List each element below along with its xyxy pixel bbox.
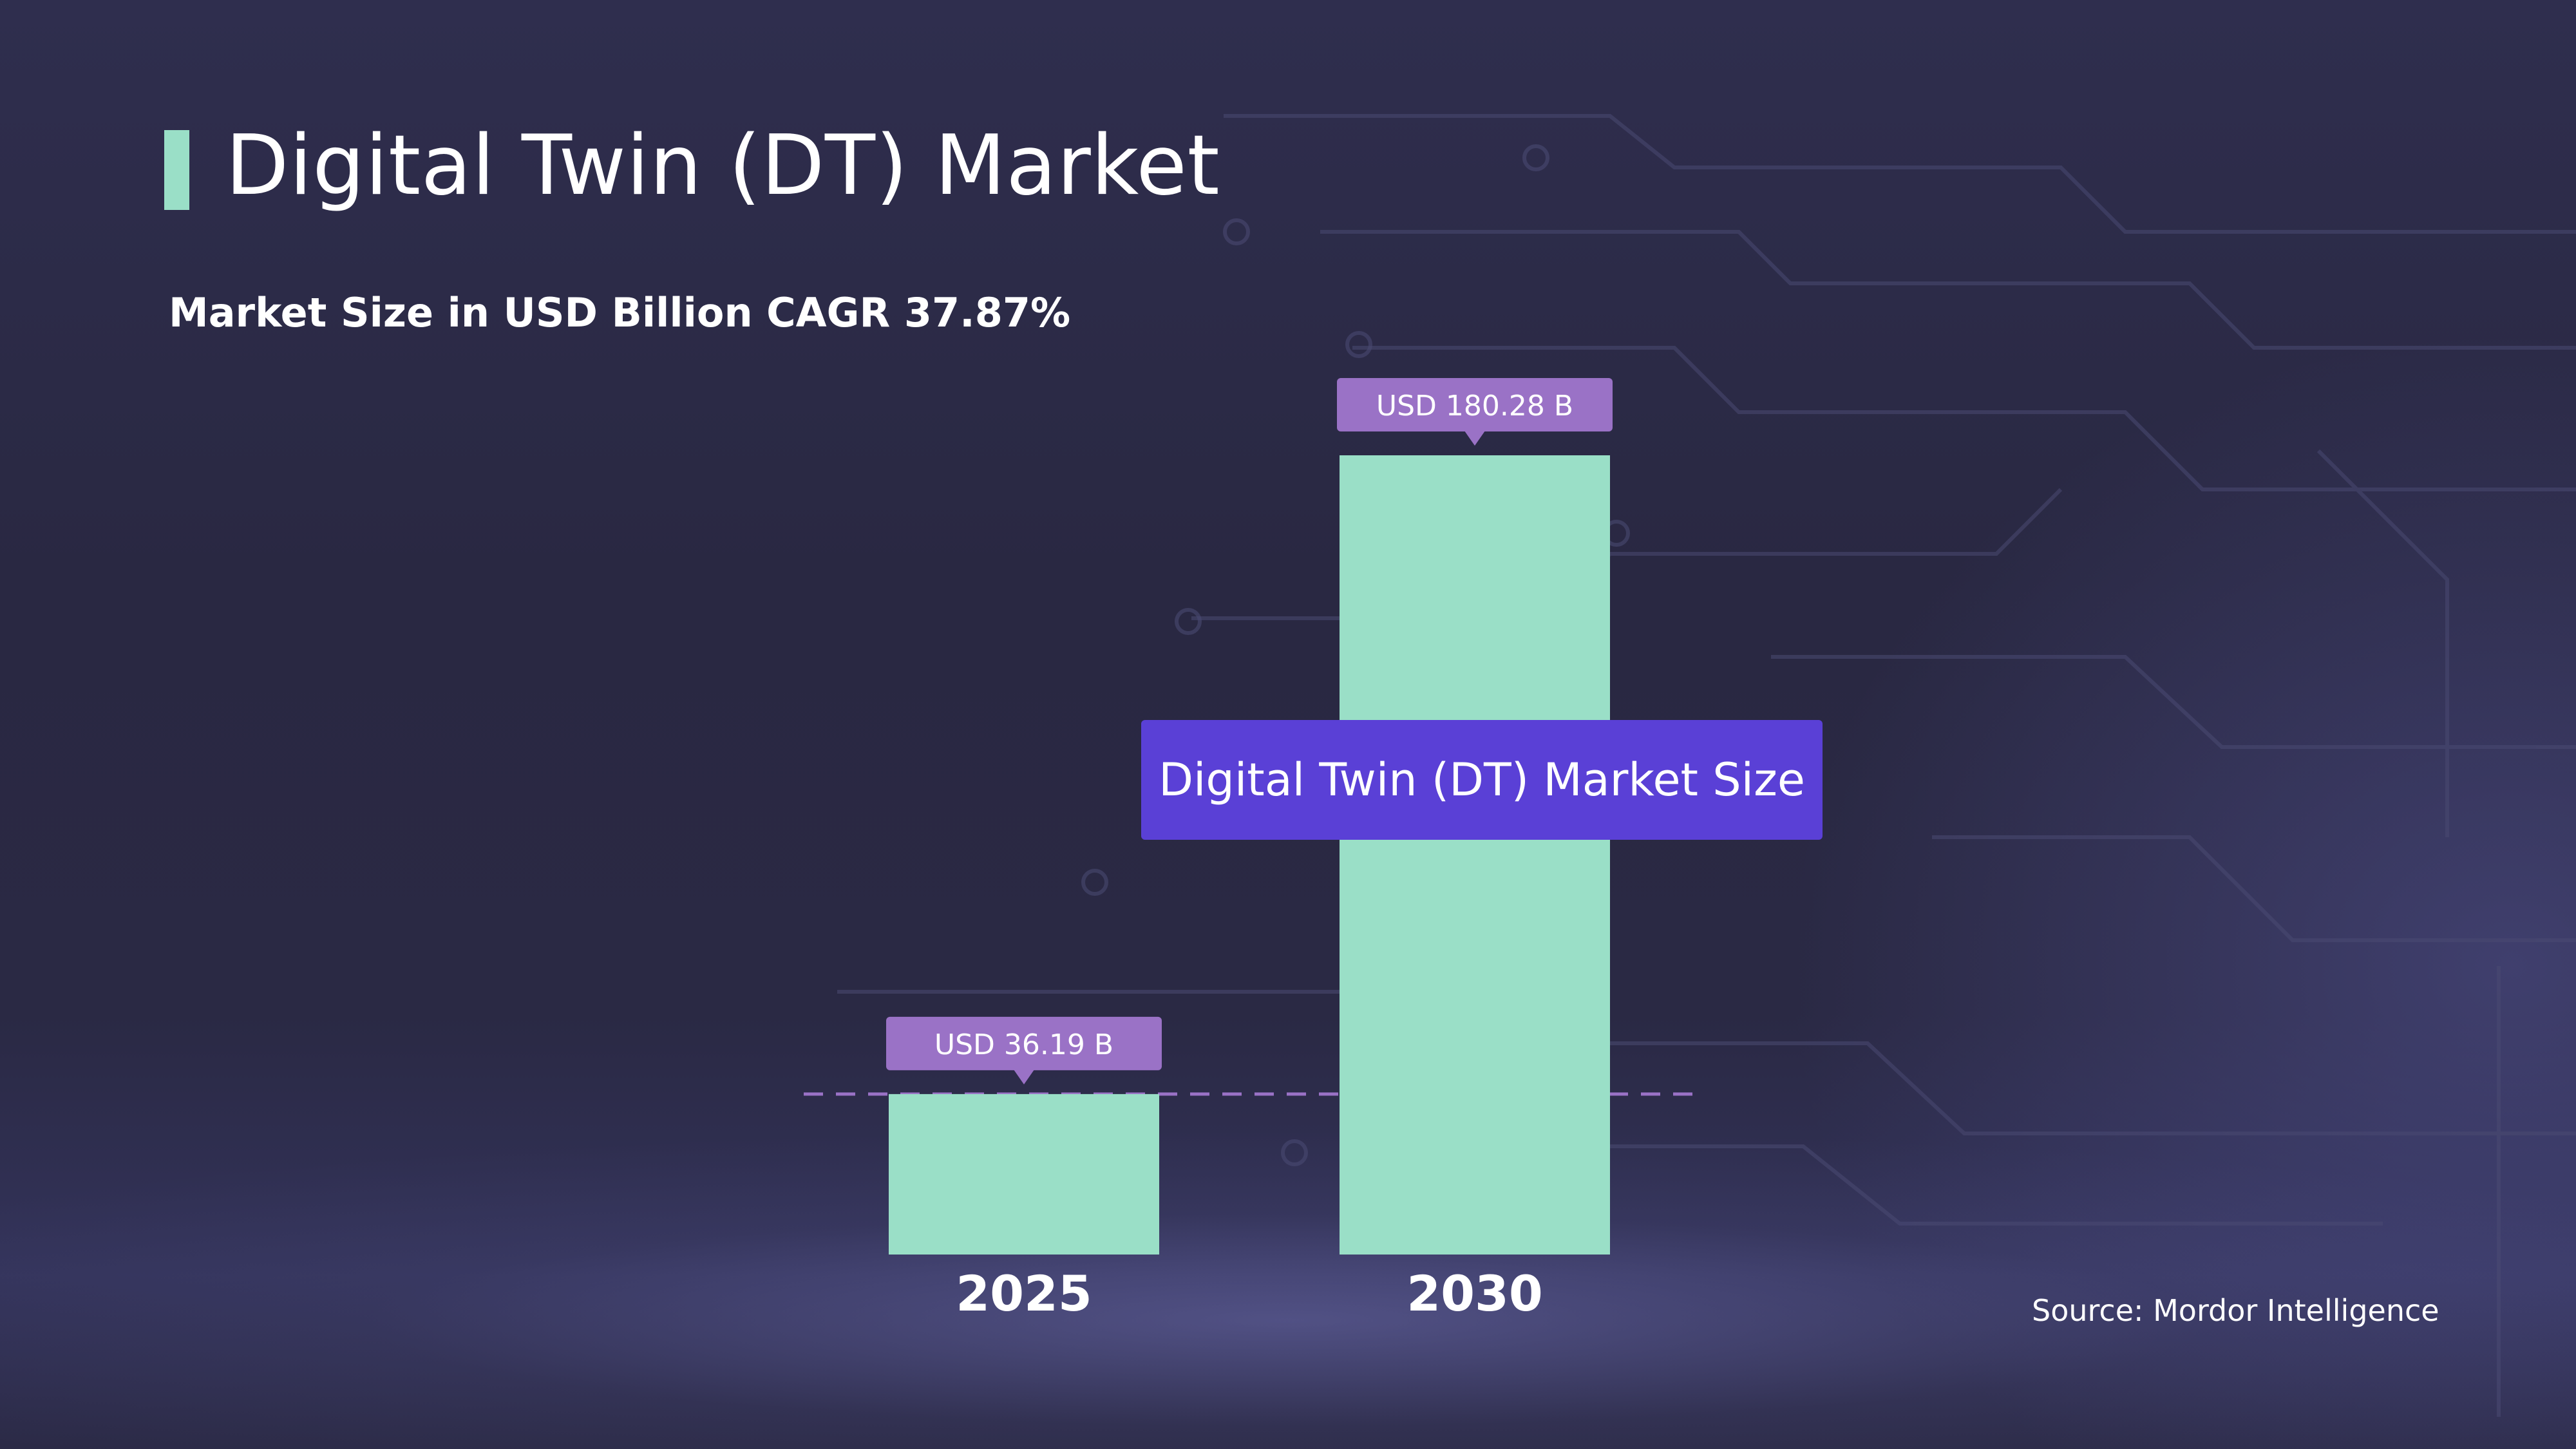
x-tick-label-2025: 2025 xyxy=(956,1265,1092,1322)
source-note: Source: Mordor Intelligence xyxy=(2032,1293,2439,1328)
value-label-box-2025 xyxy=(886,1016,1162,1070)
value-label-2030: USD 180.28 B xyxy=(1376,390,1573,422)
chart-subtitle: Market Size in USD Billion CAGR 37.87% xyxy=(169,289,1071,336)
legend-box: Digital Twin (DT) Market Size xyxy=(1141,720,1823,840)
page-title: Digital Twin (DT) Market xyxy=(225,118,1220,214)
value-label-pointer-2030 xyxy=(1464,431,1485,446)
bar-2030 xyxy=(1340,455,1610,1255)
value-label-pointer-2025 xyxy=(1014,1069,1034,1084)
value-label-2025: USD 36.19 B xyxy=(934,1028,1113,1061)
bar-2025 xyxy=(889,1094,1159,1255)
legend-label: Digital Twin (DT) Market Size xyxy=(1159,753,1805,806)
x-tick-label-2030: 2030 xyxy=(1406,1265,1543,1322)
title-accent-bar xyxy=(164,130,189,210)
value-label-box-2030 xyxy=(1337,378,1613,431)
